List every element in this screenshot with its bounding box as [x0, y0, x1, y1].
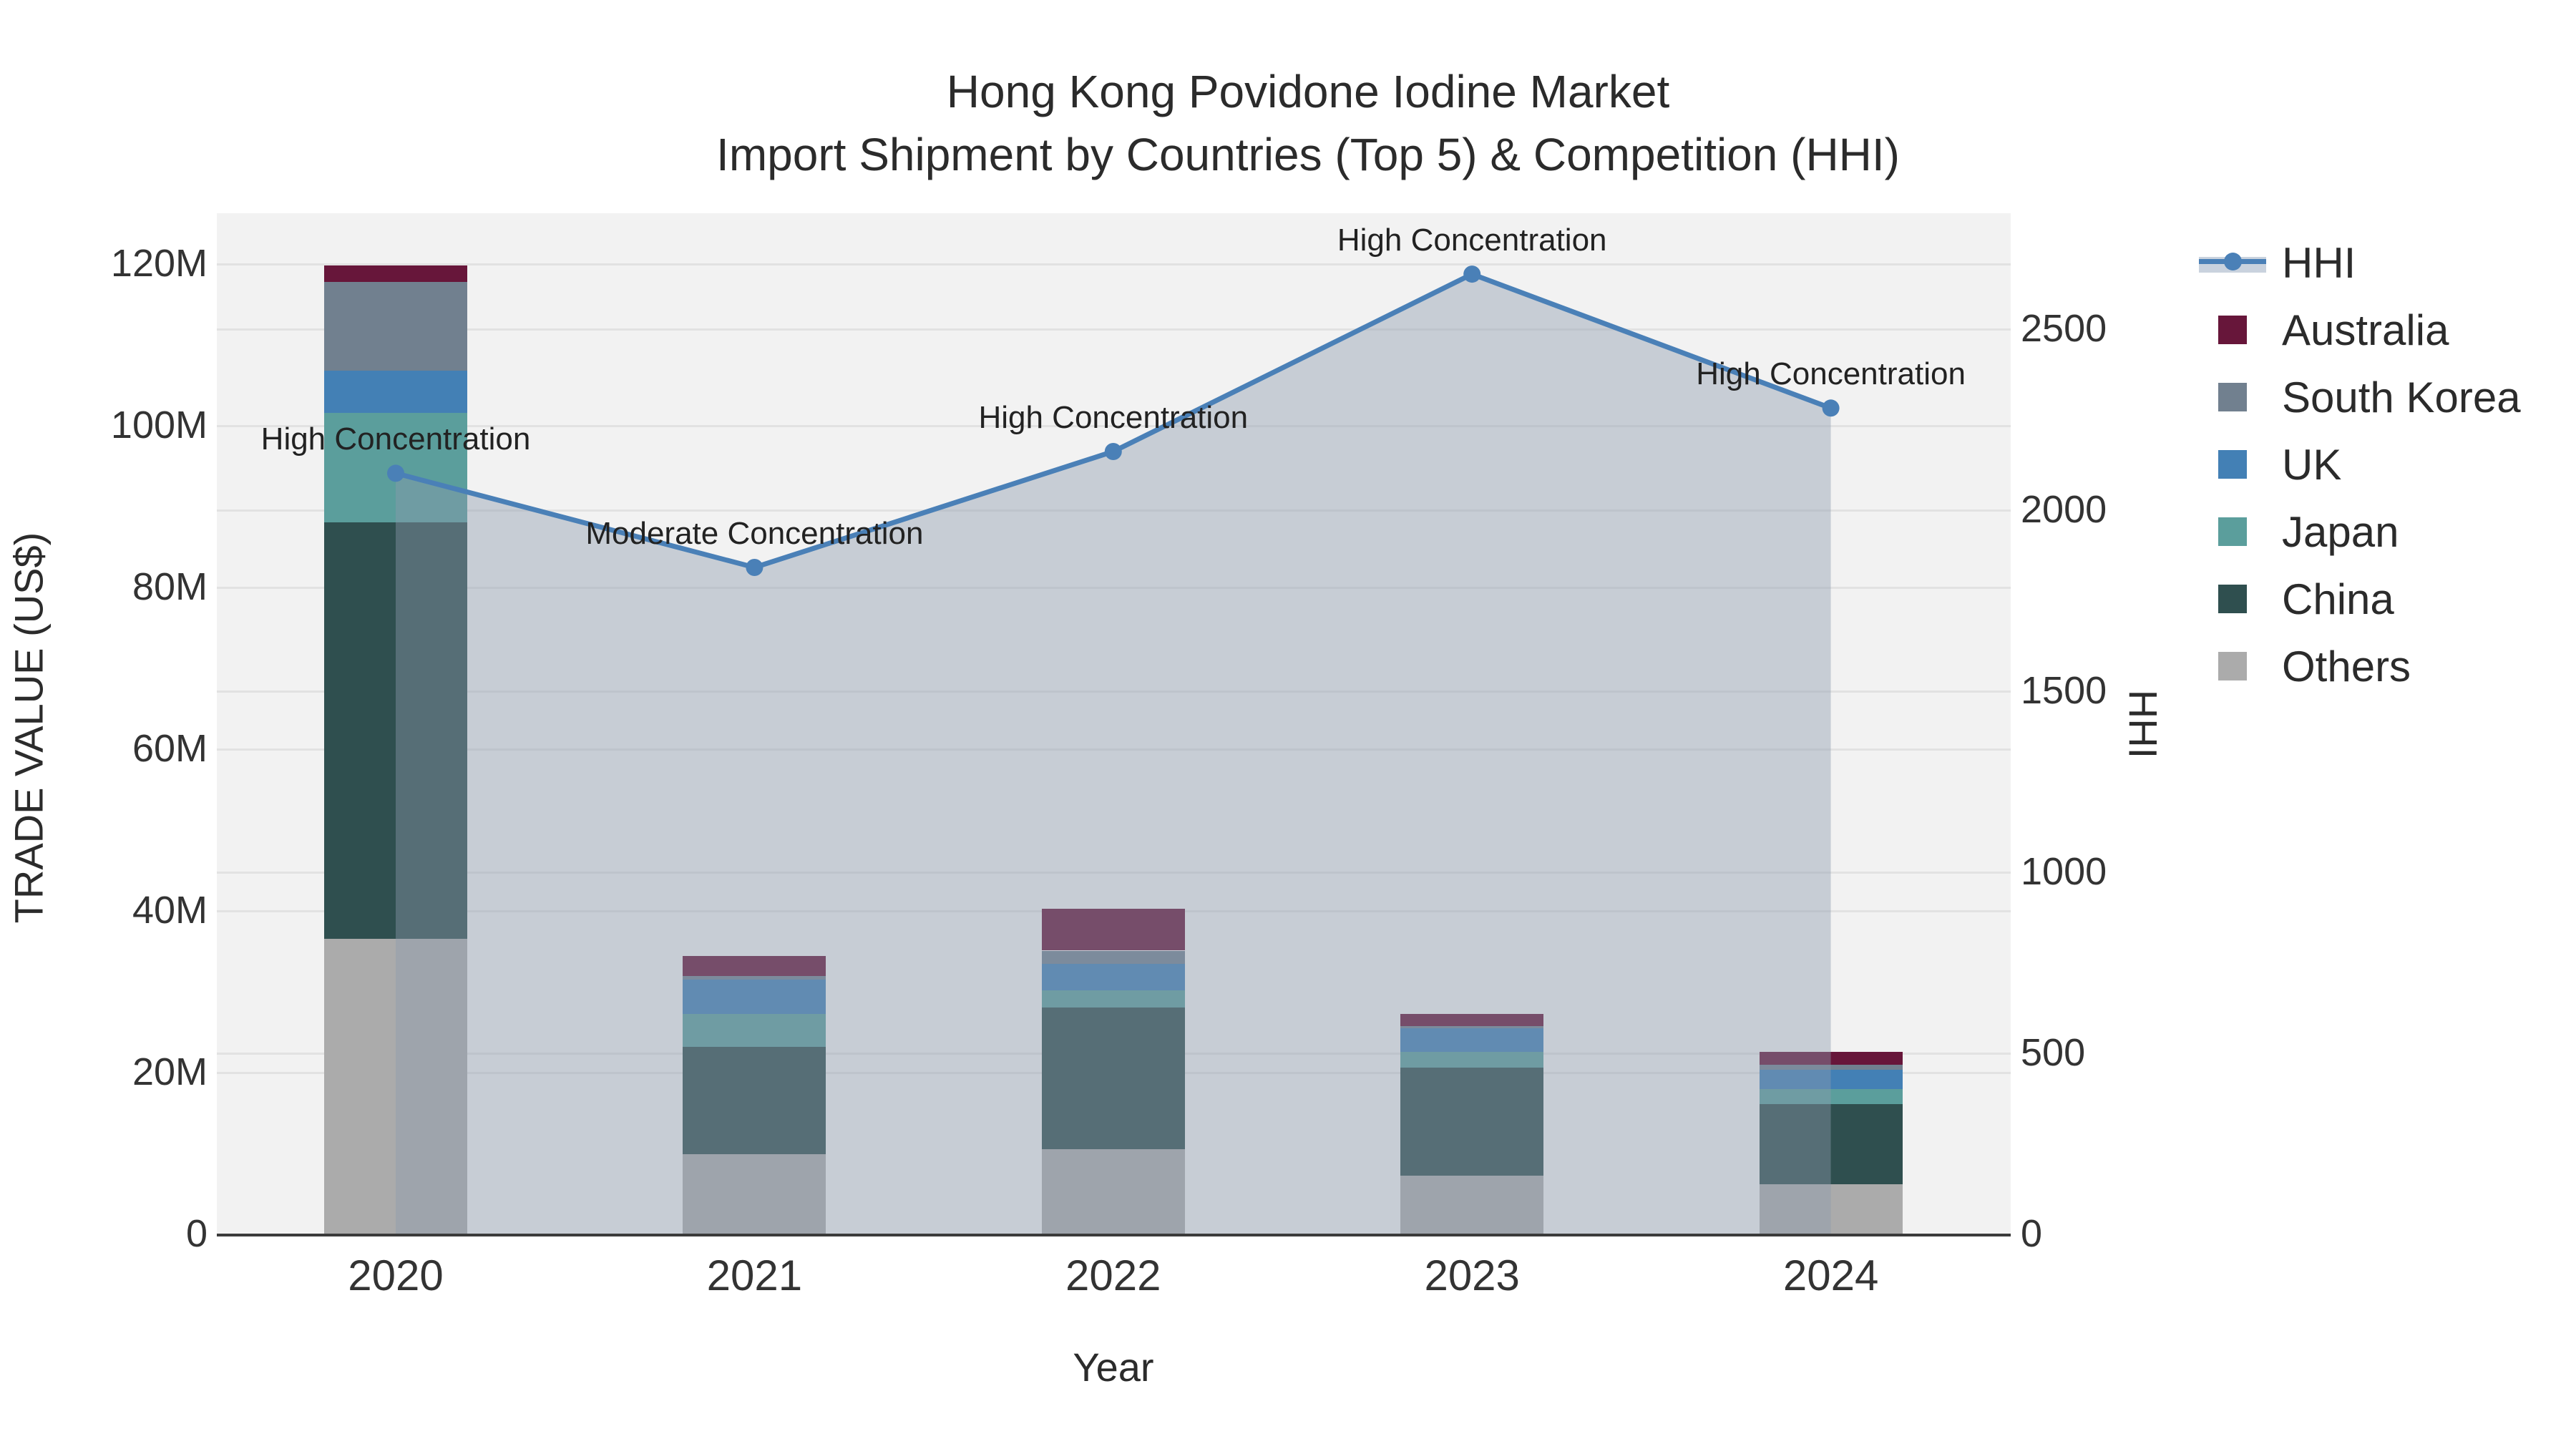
- hhi-point-2021[interactable]: [746, 559, 763, 576]
- left-axis-tick: 40M: [132, 889, 208, 932]
- legend-label: UK: [2282, 440, 2342, 489]
- gridline: [217, 872, 2011, 874]
- annotation-2022: High Concentration: [978, 400, 1249, 436]
- legend-label: Japan: [2282, 507, 2399, 556]
- hhi-point-2023[interactable]: [1463, 265, 1481, 283]
- bar-2020-others[interactable]: [324, 938, 467, 1234]
- hhi-point-2020[interactable]: [387, 464, 404, 482]
- bar-2021-australia[interactable]: [683, 956, 826, 976]
- x-axis-tick-2021: 2021: [706, 1252, 803, 1299]
- bar-2021-others[interactable]: [683, 1154, 826, 1234]
- legend-item-japan[interactable]: Japan: [2199, 498, 2521, 565]
- bar-2023-others[interactable]: [1400, 1175, 1544, 1234]
- bar-2020-australia[interactable]: [324, 265, 467, 282]
- right-axis-tick: 2000: [2021, 488, 2107, 531]
- bar-2024-japan[interactable]: [1759, 1088, 1903, 1105]
- bar-2022-australia[interactable]: [1041, 908, 1185, 951]
- bar-2021-uk[interactable]: [683, 980, 826, 1014]
- annotation-2023: High Concentration: [1337, 223, 1607, 258]
- bar-2023-australia[interactable]: [1400, 1013, 1544, 1026]
- legend: HHI Australia South Korea UK Japan China Other…: [2199, 229, 2521, 700]
- chart-title-line2: Import Shipment by Countries (Top 5) & C…: [716, 129, 1900, 180]
- legend-item-south-korea[interactable]: South Korea: [2199, 364, 2521, 431]
- x-axis-tick-2024: 2024: [1782, 1252, 1879, 1299]
- legend-color-swatch: [2218, 517, 2247, 546]
- right-axis-tick: 1500: [2021, 669, 2107, 712]
- x-axis-line: [217, 1234, 2011, 1236]
- legend-color-swatch: [2218, 383, 2247, 411]
- gridline: [217, 263, 2011, 265]
- hhi-line-chart: [387, 265, 1840, 1234]
- annotation-2020: High Concentration: [260, 421, 531, 457]
- right-axis-tick: 1000: [2021, 850, 2107, 893]
- bar-2021-china[interactable]: [683, 1046, 826, 1155]
- bar-2020-china[interactable]: [324, 522, 467, 939]
- right-axis-title: HHI: [2120, 689, 2166, 759]
- legend-label: China: [2282, 575, 2394, 623]
- legend-item-australia[interactable]: Australia: [2199, 296, 2521, 364]
- legend-color-swatch: [2218, 585, 2247, 613]
- gridline: [217, 587, 2011, 589]
- legend-label: HHI: [2282, 238, 2356, 287]
- right-axis-tick: 500: [2021, 1031, 2086, 1074]
- legend-label: Others: [2282, 642, 2411, 691]
- bar-2022-others[interactable]: [1041, 1149, 1185, 1234]
- bar-2023-uk[interactable]: [1400, 1028, 1544, 1052]
- left-axis-tick: 100M: [110, 404, 208, 447]
- hhi-point-2022[interactable]: [1104, 443, 1122, 460]
- legend-label: South Korea: [2282, 373, 2521, 421]
- legend-item-hhi[interactable]: HHI: [2199, 229, 2521, 296]
- bar-2022-china[interactable]: [1041, 1007, 1185, 1150]
- hhi-point-2024[interactable]: [1822, 399, 1840, 417]
- gridline: [217, 509, 2011, 512]
- bar-2023-japan[interactable]: [1400, 1051, 1544, 1068]
- x-axis-tick-2023: 2023: [1424, 1252, 1520, 1299]
- gridline: [217, 691, 2011, 693]
- gridline: [217, 425, 2011, 427]
- left-axis-tick: 0: [185, 1212, 208, 1255]
- bar-2024-australia[interactable]: [1759, 1051, 1903, 1065]
- hhi-line-sample-icon: [2199, 248, 2266, 277]
- gridline: [217, 328, 2011, 331]
- left-axis-tick: 20M: [132, 1050, 208, 1093]
- right-axis-tick: 0: [2021, 1212, 2043, 1255]
- gridline: [217, 748, 2011, 751]
- bar-2022-japan[interactable]: [1041, 990, 1185, 1008]
- left-axis-tick: 80M: [132, 565, 208, 608]
- left-axis-tick: 120M: [110, 242, 208, 285]
- bar-2021-south-korea[interactable]: [683, 975, 826, 980]
- bar-2022-south-korea[interactable]: [1041, 950, 1185, 964]
- left-axis-tick: 60M: [132, 727, 208, 770]
- hhi-area: [396, 274, 1831, 1234]
- legend-item-uk[interactable]: UK: [2199, 431, 2521, 498]
- annotation-2024: High Concentration: [1696, 356, 1966, 392]
- bar-2021-japan[interactable]: [683, 1013, 826, 1047]
- legend-item-others[interactable]: Others: [2199, 633, 2521, 700]
- bar-2023-south-korea[interactable]: [1400, 1025, 1544, 1028]
- bar-2024-south-korea[interactable]: [1759, 1064, 1903, 1070]
- bar-2024-uk[interactable]: [1759, 1069, 1903, 1089]
- legend-color-swatch: [2218, 652, 2247, 680]
- chart-title-line1: Hong Kong Povidone Iodine Market: [946, 66, 1670, 117]
- bar-2020-south-korea[interactable]: [324, 281, 467, 371]
- bar-2022-uk[interactable]: [1041, 963, 1185, 990]
- left-axis-title: TRADE VALUE (US$): [6, 532, 52, 924]
- x-axis-tick-2020: 2020: [348, 1252, 444, 1299]
- x-axis-tick-2022: 2022: [1065, 1252, 1161, 1299]
- bar-2023-china[interactable]: [1400, 1068, 1544, 1176]
- right-axis-tick: 2500: [2021, 307, 2107, 350]
- legend-item-china[interactable]: China: [2199, 565, 2521, 633]
- bar-2020-uk[interactable]: [324, 371, 467, 414]
- legend-color-swatch: [2218, 316, 2247, 344]
- annotation-2021: Moderate Concentration: [585, 515, 924, 551]
- legend-color-swatch: [2218, 450, 2247, 479]
- bar-2024-china[interactable]: [1759, 1104, 1903, 1185]
- bar-2024-others[interactable]: [1759, 1184, 1903, 1234]
- legend-label: Australia: [2282, 306, 2449, 354]
- x-axis-title: Year: [1073, 1345, 1154, 1390]
